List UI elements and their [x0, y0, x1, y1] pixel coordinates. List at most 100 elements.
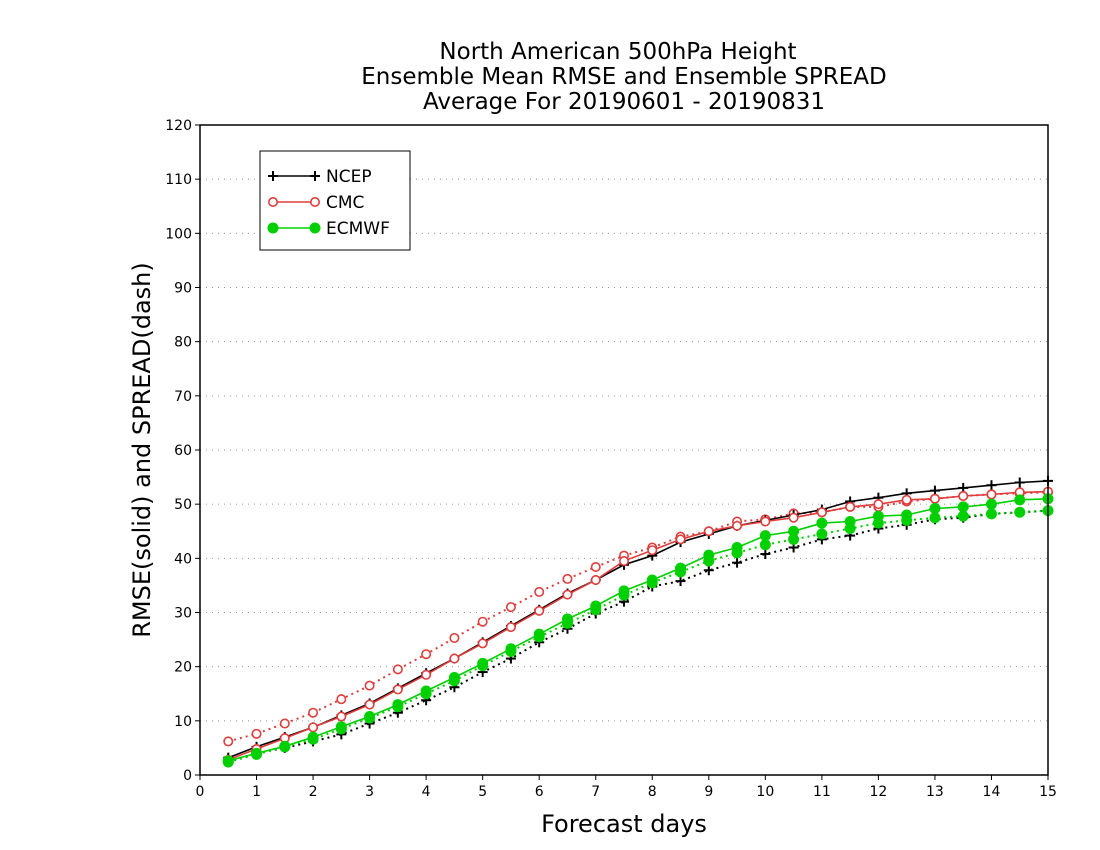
- x-axis-title: Forecast days: [541, 810, 707, 838]
- legend-marker-start: [267, 197, 278, 208]
- data-point-ecmwf-spread: [816, 528, 828, 540]
- data-point-ecmwf-spread: [929, 512, 941, 524]
- x-tick-label: 10: [756, 784, 774, 800]
- y-tick-label: 30: [174, 606, 192, 622]
- data-point-cmc-rmse: [873, 499, 884, 510]
- legend-marker-start: [267, 222, 279, 234]
- series-line-ecmwf-spread: [228, 509, 1049, 763]
- data-point-ecmwf-rmse: [420, 685, 432, 697]
- x-tick-label: 11: [813, 784, 831, 800]
- legend-item-ncep: NCEP: [268, 167, 372, 187]
- series-line-cmc-rmse: [228, 490, 1049, 761]
- data-point-ecmwf-spread: [985, 508, 997, 520]
- data-point-ecmwf-rmse: [392, 699, 404, 711]
- y-tick-label: 110: [165, 172, 192, 188]
- y-tick-label: 20: [174, 660, 192, 676]
- data-point-cmc-spread: [251, 728, 262, 739]
- data-point-ecmwf-rmse: [307, 731, 319, 743]
- data-point-cmc-rmse: [590, 574, 601, 585]
- x-tick-label: 0: [196, 784, 205, 800]
- x-tick-label: 9: [704, 784, 713, 800]
- series-ecmwf-rmse: [222, 493, 1054, 767]
- data-point-cmc-spread: [477, 616, 488, 627]
- data-point-ecmwf-rmse: [816, 517, 828, 529]
- data-point-ecmwf-rmse: [731, 542, 743, 553]
- data-point-cmc-rmse: [901, 494, 912, 505]
- data-point-ecmwf-rmse: [618, 585, 630, 597]
- y-tick-label: 70: [174, 389, 192, 405]
- data-point-cmc-rmse: [845, 501, 856, 512]
- data-point-ecmwf-rmse: [279, 740, 291, 752]
- series-line-ecmwf-rmse: [228, 498, 1049, 762]
- legend-marker-end: [309, 222, 321, 234]
- data-point-cmc-rmse: [392, 684, 403, 695]
- data-point-cmc-rmse: [618, 556, 629, 567]
- series-ncep-rmse: [223, 475, 1053, 763]
- y-tick-label: 50: [174, 497, 192, 513]
- series-layer: [222, 475, 1054, 768]
- data-point-ecmwf-rmse: [251, 747, 263, 759]
- y-tick-label: 100: [165, 226, 192, 242]
- x-tick-label: 14: [983, 784, 1001, 800]
- data-point-cmc-rmse: [477, 638, 488, 649]
- series-line-ncep-spread: [228, 509, 1049, 763]
- data-point-ecmwf-rmse: [505, 643, 517, 655]
- series-line-cmc-spread: [228, 491, 1049, 743]
- x-tick-label: 5: [478, 784, 487, 800]
- data-point-cmc-rmse: [449, 653, 460, 664]
- legend-item-ecmwf: ECMWF: [267, 219, 390, 239]
- data-point-ecmwf-rmse: [703, 549, 715, 561]
- chart-title-line-3: Average For 20190601 - 20190831: [423, 89, 825, 115]
- data-point-ncep-spread: [760, 549, 771, 559]
- y-axis-title: RMSE(solid) and SPREAD(dash): [128, 262, 156, 638]
- data-point-cmc-spread: [308, 707, 319, 718]
- legend-item-cmc: CMC: [267, 193, 364, 213]
- x-tick-label: 7: [591, 784, 600, 800]
- data-point-cmc-rmse: [986, 489, 997, 500]
- data-point-ncep-spread: [703, 565, 714, 576]
- data-point-cmc-rmse: [336, 711, 347, 722]
- series-cmc-spread: [223, 487, 1054, 747]
- data-point-ecmwf-rmse: [222, 755, 234, 767]
- data-point-ecmwf-spread: [957, 510, 969, 522]
- data-point-ecmwf-rmse: [364, 711, 376, 722]
- data-point-ecmwf-rmse: [844, 516, 856, 527]
- chart-title-line-1: North American 500hPa Height: [439, 39, 796, 65]
- data-point-ecmwf-rmse: [957, 501, 969, 513]
- legend-marker-end: [309, 197, 320, 208]
- data-point-ecmwf-spread: [759, 539, 771, 551]
- data-point-ecmwf-rmse: [477, 657, 489, 669]
- x-tick-label: 8: [648, 784, 657, 800]
- x-tick-label: 1: [252, 784, 261, 800]
- data-point-ecmwf-rmse: [561, 613, 573, 625]
- data-point-cmc-spread: [449, 632, 460, 643]
- data-point-cmc-spread: [364, 680, 375, 691]
- data-point-ecmwf-rmse: [985, 498, 997, 510]
- legend-label: NCEP: [326, 167, 372, 187]
- legend-marker-end: [310, 171, 320, 181]
- data-point-cmc-rmse: [308, 722, 319, 733]
- data-point-cmc-rmse: [562, 589, 573, 600]
- y-tick-label: 120: [165, 118, 192, 134]
- data-point-ecmwf-rmse: [590, 600, 602, 612]
- data-point-ecmwf-rmse: [448, 672, 460, 683]
- series-ncep-spread: [223, 505, 1053, 767]
- data-point-ecmwf-rmse: [675, 562, 687, 574]
- data-point-cmc-spread: [562, 573, 573, 584]
- data-point-cmc-spread: [279, 718, 290, 729]
- x-tick-label: 13: [926, 784, 944, 800]
- data-point-cmc-rmse: [703, 526, 714, 537]
- data-point-ecmwf-rmse: [788, 525, 800, 537]
- data-point-cmc-rmse: [421, 669, 432, 680]
- y-tick-label: 60: [174, 443, 192, 459]
- data-point-ecmwf-rmse: [533, 628, 545, 640]
- series-line-ncep-rmse: [228, 480, 1049, 759]
- y-tick-label: 90: [174, 281, 192, 297]
- data-point-cmc-rmse: [534, 605, 545, 616]
- chart-title-line-2: Ensemble Mean RMSE and Ensemble SPREAD: [361, 64, 886, 90]
- data-point-cmc-rmse: [816, 507, 827, 518]
- data-point-cmc-rmse: [505, 622, 516, 633]
- data-point-cmc-spread: [505, 602, 516, 613]
- x-tick-label: 3: [365, 784, 374, 800]
- data-point-cmc-spread: [336, 694, 347, 705]
